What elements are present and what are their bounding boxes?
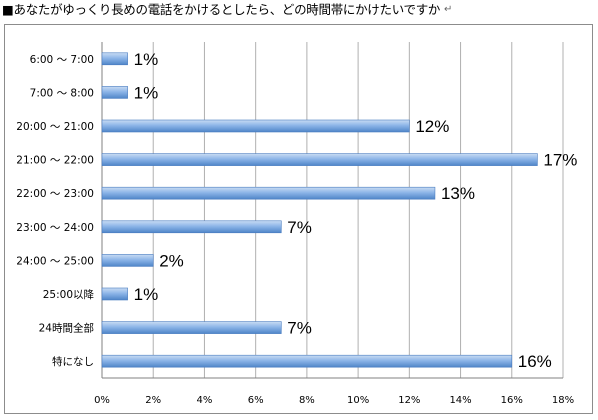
- bar: [101, 153, 538, 166]
- x-tick-label: 16%: [501, 395, 523, 406]
- x-tick-label: 12%: [398, 395, 420, 406]
- return-mark-icon: ↵: [444, 4, 453, 15]
- value-label: 13%: [441, 184, 475, 203]
- bar: [101, 287, 128, 301]
- category-label: 6:00 〜 7:00: [30, 54, 94, 66]
- bar: [101, 321, 282, 334]
- value-label: 1%: [134, 285, 159, 304]
- value-label: 1%: [134, 50, 159, 69]
- category-label: 24時間全部: [39, 322, 94, 335]
- category-label: 7:00 〜 8:00: [30, 87, 94, 99]
- x-tick-label: 18%: [552, 395, 574, 406]
- value-label: 17%: [543, 151, 577, 170]
- x-tick-label: 14%: [449, 395, 471, 406]
- bar: [101, 52, 128, 66]
- value-label: 7%: [287, 218, 312, 237]
- category-label: 特になし: [52, 356, 94, 368]
- x-tick-label: 8%: [299, 395, 315, 406]
- value-label: 2%: [159, 251, 184, 270]
- value-label: 12%: [415, 117, 449, 136]
- bar: [101, 186, 436, 200]
- x-tick-label: 4%: [197, 395, 213, 406]
- bar: [101, 254, 154, 267]
- category-label: 22:00 〜 23:00: [16, 188, 94, 200]
- category-label: 20:00 〜 21:00: [16, 121, 94, 133]
- chart-frame: [4, 24, 593, 414]
- value-label: 1%: [134, 83, 159, 102]
- category-label: 25:00以降: [43, 288, 95, 301]
- category-label: 23:00 〜 24:00: [16, 222, 94, 234]
- bar: [101, 354, 513, 368]
- x-tick-label: 6%: [248, 395, 264, 406]
- value-label: 7%: [287, 319, 312, 338]
- bar: [101, 220, 282, 234]
- x-tick-label: 0%: [94, 395, 110, 406]
- x-tick-label: 10%: [347, 395, 369, 406]
- category-label: 24:00 〜 25:00: [16, 255, 94, 267]
- category-label: 21:00 〜 22:00: [16, 155, 94, 167]
- value-label: 16%: [518, 352, 552, 371]
- bar: [101, 86, 128, 99]
- bar: [101, 119, 410, 133]
- x-tick-label: 2%: [145, 395, 161, 406]
- chart-title: ■あなたがゆっくり長めの電話をかけるとしたら、どの時間帯にかけたいですか ↵: [2, 2, 453, 17]
